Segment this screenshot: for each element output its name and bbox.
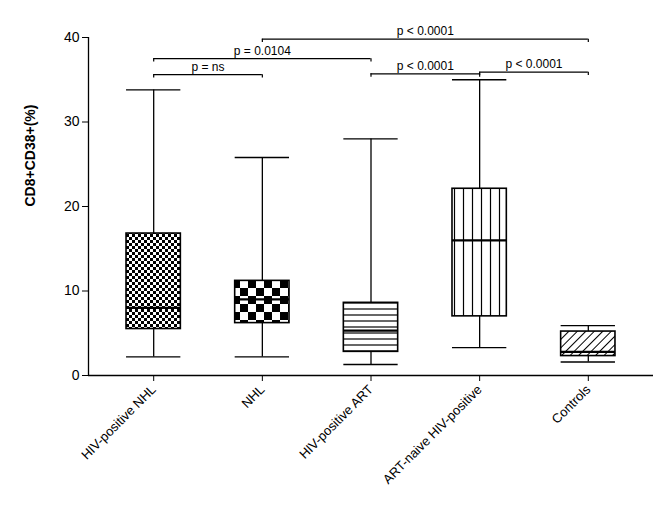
svg-text:HIV-positive NHL: HIV-positive NHL [78, 382, 159, 463]
svg-text:p = ns: p = ns [192, 60, 225, 74]
svg-text:p < 0.0001: p < 0.0001 [397, 24, 454, 38]
svg-text:ART-naive HIV-positive: ART-naive HIV-positive [380, 382, 485, 487]
svg-text:20: 20 [64, 198, 80, 214]
svg-text:p < 0.0001: p < 0.0001 [505, 57, 562, 71]
svg-text:Controls: Controls [549, 381, 594, 426]
svg-text:NHL: NHL [238, 382, 267, 411]
svg-text:10: 10 [64, 282, 80, 298]
svg-text:HIV-positive ART: HIV-positive ART [296, 382, 376, 462]
svg-text:0: 0 [72, 367, 80, 383]
svg-text:40: 40 [64, 29, 80, 45]
svg-text:p < 0.0001: p < 0.0001 [397, 59, 454, 73]
svg-text:30: 30 [64, 113, 80, 129]
svg-text:p = 0.0104: p = 0.0104 [234, 44, 291, 58]
svg-text:CD8+CD38+(%): CD8+CD38+(%) [22, 105, 38, 207]
